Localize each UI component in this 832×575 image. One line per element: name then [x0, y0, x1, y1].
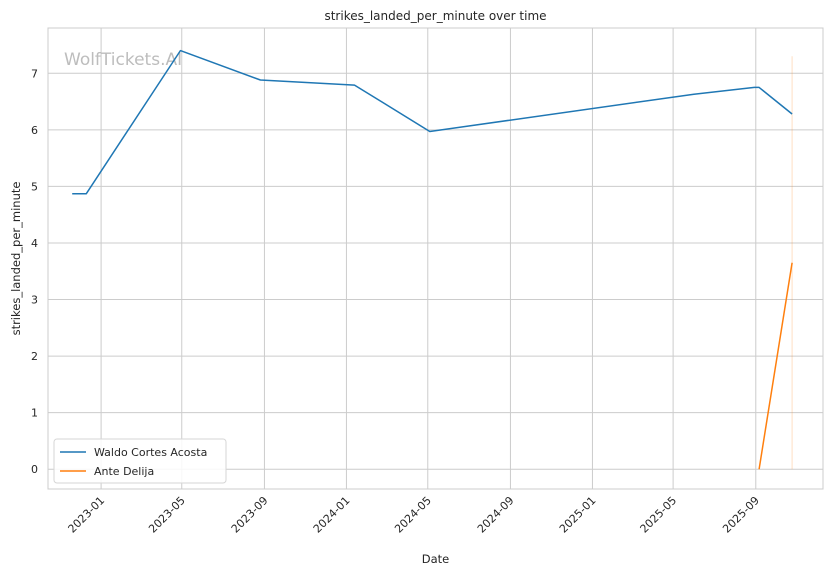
y-tick-label: 0 — [31, 463, 38, 476]
x-tick-label: 2024-09 — [475, 494, 517, 536]
x-tick-labels: 2023-01 2023-05 2023-09 2024-01 2024-05 2024-… — [66, 494, 762, 536]
x-tick-label: 2024-01 — [311, 494, 353, 536]
y-axis-label: strikes_landed_per_minute — [9, 182, 23, 336]
y-tick-label: 6 — [31, 124, 38, 137]
x-tick-label: 2025-01 — [557, 494, 599, 536]
x-tick-label: 2025-05 — [638, 494, 680, 536]
x-tick-label: 2025-09 — [720, 494, 762, 536]
legend: Waldo Cortes Acosta Ante Delija — [53, 438, 227, 484]
y-tick-label: 5 — [31, 180, 38, 193]
legend-entry: Waldo Cortes Acosta — [94, 446, 207, 459]
y-tick-label: 3 — [31, 294, 38, 307]
plot-frame — [47, 27, 824, 490]
watermark: WolfTickets.AI — [64, 50, 182, 70]
x-tick-label: 2023-01 — [66, 494, 108, 536]
y-tick-label: 4 — [31, 237, 38, 250]
series-line-1 — [758, 262, 793, 470]
series-line-0 — [72, 49, 793, 195]
x-tick-label: 2023-09 — [229, 494, 271, 536]
plot-area — [48, 28, 823, 489]
y-tick-label: 7 — [31, 67, 38, 80]
grid-lines — [48, 28, 823, 489]
x-axis-label: Date — [422, 552, 450, 566]
series-lines — [72, 49, 793, 470]
y-tick-label: 2 — [31, 350, 38, 363]
legend-box — [53, 438, 227, 484]
x-tick-label: 2023-05 — [146, 494, 188, 536]
legend-entry: Ante Delija — [94, 465, 154, 478]
y-tick-label: 1 — [31, 407, 38, 420]
y-tick-labels: 0 1 2 3 4 5 6 7 — [31, 67, 38, 476]
x-tick-label: 2024-05 — [392, 494, 434, 536]
chart-title: strikes_landed_per_minute over time — [324, 9, 546, 23]
